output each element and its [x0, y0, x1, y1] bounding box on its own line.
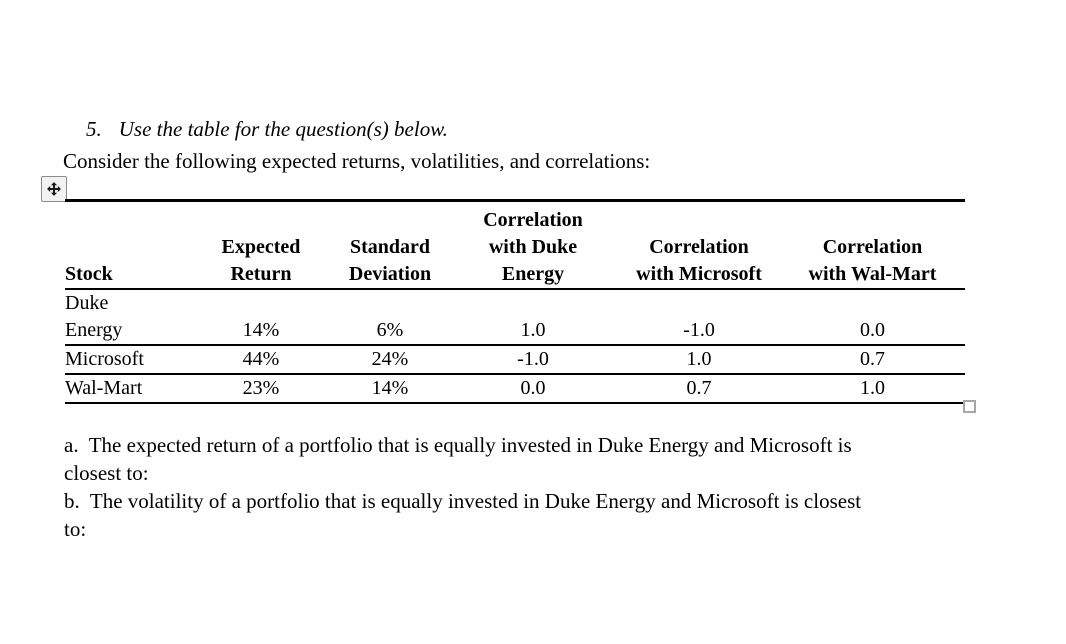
section-instruction: Use the table for the question(s) below. [118, 117, 448, 141]
cell-corr-duke: 1.0 [458, 289, 608, 346]
question-a-line-1: a. The expected return of a portfolio th… [64, 433, 852, 457]
table-lead-in-text: Consider the following expected returns,… [63, 149, 651, 173]
column-header-correlation-duke-energy: Correlation with Duke Energy [458, 200, 608, 290]
header-row: Stock Expected Return Standard Deviation… [65, 200, 965, 290]
table-row-microsoft: Microsoft 44% 24% -1.0 1.0 0.7 [65, 345, 965, 375]
cell-corr-microsoft: 1.0 [608, 345, 790, 375]
section-heading: 5. Use the table for the question(s) belo… [65, 92, 448, 167]
cell-expected-return: 14% [200, 289, 322, 346]
cell-stock-name: Microsoft [65, 345, 200, 375]
column-header-stock: Stock [65, 200, 200, 290]
table-move-handle[interactable] [41, 176, 67, 202]
table-row-wal-mart: Wal-Mart 23% 14% 0.0 0.7 1.0 [65, 374, 965, 404]
cell-corr-microsoft: -1.0 [608, 289, 790, 346]
cell-corr-walmart: 1.0 [790, 374, 965, 404]
column-header-correlation-microsoft: Correlation with Microsoft [608, 200, 790, 290]
cell-corr-walmart: 0.7 [790, 345, 965, 375]
sub-questions: a. The expected return of a portfolio th… [64, 431, 1024, 543]
cell-standard-deviation: 24% [322, 345, 458, 375]
cell-corr-microsoft: 0.7 [608, 374, 790, 404]
move-cross-icon [45, 180, 63, 198]
question-a-line-2: closest to: [64, 461, 149, 485]
question-b-line-1: b. The volatility of a portfolio that is… [64, 489, 862, 513]
returns-correlations-table: Stock Expected Return Standard Deviation… [65, 199, 965, 404]
cell-standard-deviation: 14% [322, 374, 458, 404]
column-header-correlation-wal-mart: Correlation with Wal-Mart [790, 200, 965, 290]
cell-expected-return: 44% [200, 345, 322, 375]
cell-stock-name: Wal-Mart [65, 374, 200, 404]
cell-expected-return: 23% [200, 374, 322, 404]
cell-corr-walmart: 0.0 [790, 289, 965, 346]
cell-stock-name: Duke Energy [65, 289, 200, 346]
column-header-standard-deviation: Standard Deviation [322, 200, 458, 290]
question-number: 5. [86, 117, 102, 141]
column-header-expected-return: Expected Return [200, 200, 322, 290]
cell-corr-duke: 0.0 [458, 374, 608, 404]
question-b-line-2: to: [64, 517, 87, 541]
cell-standard-deviation: 6% [322, 289, 458, 346]
cell-corr-duke: -1.0 [458, 345, 608, 375]
table-resize-handle[interactable] [963, 400, 976, 413]
table-row-duke-energy: Duke Energy 14% 6% 1.0 -1.0 0.0 [65, 289, 965, 346]
